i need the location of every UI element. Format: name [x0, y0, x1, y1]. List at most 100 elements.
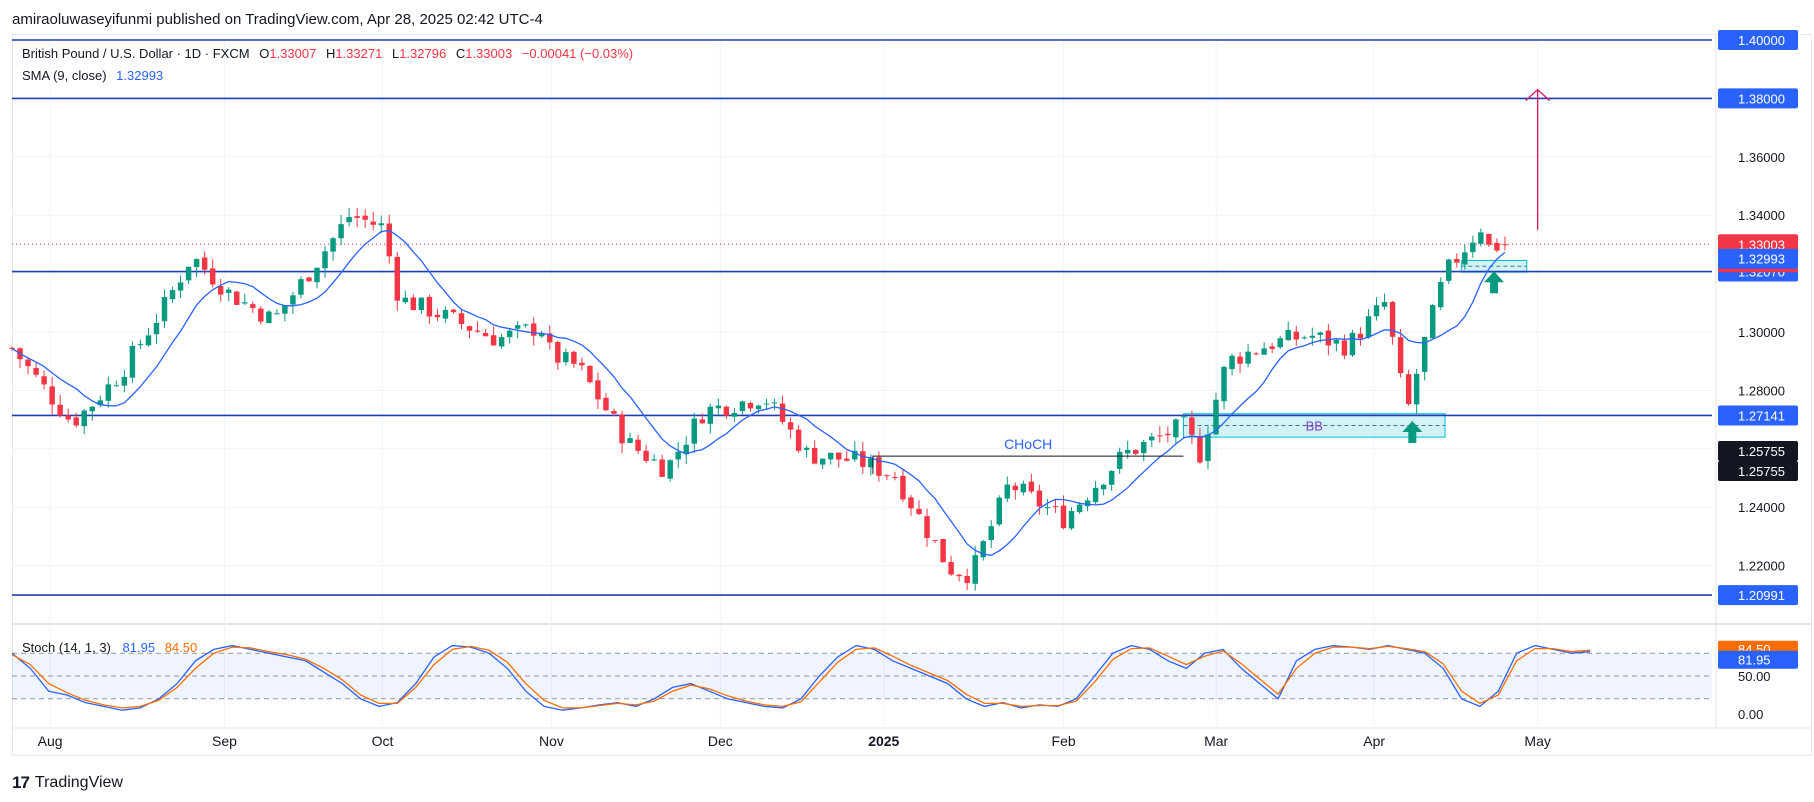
candle-body [715, 405, 722, 409]
candle-body [65, 415, 71, 420]
candle-body [667, 460, 673, 479]
stoch-k-line [11, 644, 1591, 711]
time-tick-label: Dec [708, 733, 733, 749]
candle-body [153, 322, 160, 335]
candle-body [402, 297, 409, 303]
candle-body [755, 405, 762, 410]
candle-body [354, 216, 360, 218]
choch-badge-label: 1.25755 [1738, 444, 1785, 459]
price-tick-label: 1.24000 [1738, 500, 1785, 515]
candle-body [659, 459, 665, 477]
candle-body [619, 414, 625, 444]
legend-o-value: 1.33007 [269, 46, 316, 61]
legend-stoch: Stoch (14, 1, 3) 81.95 84.50 [22, 640, 197, 655]
candle-body [1165, 433, 1171, 436]
legend-stoch-d: 84.50 [165, 640, 198, 655]
candle-body [490, 335, 497, 346]
sma-line [11, 229, 1506, 556]
legend-h-value: 1.33271 [335, 46, 382, 61]
candle-body [9, 347, 15, 349]
candle-body [290, 295, 296, 305]
candle-body [1221, 366, 1227, 402]
candle-body [587, 365, 593, 383]
level-badge-label: 1.40000 [1738, 33, 1785, 48]
stoch-d-line [11, 645, 1591, 709]
legend-change: −0.00041 (−0.03%) [522, 46, 633, 61]
candle-body [1285, 329, 1291, 341]
candle-body [450, 309, 457, 313]
candle-body [1397, 337, 1404, 374]
legend-c-value: 1.33003 [465, 46, 512, 61]
candle-body [1132, 449, 1139, 454]
candle-body [1100, 484, 1107, 490]
candle-body [1205, 434, 1211, 461]
candle-body [113, 385, 120, 387]
level-badge-label: 1.27141 [1738, 408, 1785, 423]
candle-body [442, 309, 449, 319]
candle-body [1333, 339, 1340, 344]
candle-body [1413, 373, 1420, 405]
time-axis[interactable]: Aug Sep Oct Nov Dec 2025 Feb Mar Apr May [38, 733, 1551, 749]
candle-body [763, 403, 770, 405]
candle-body [707, 406, 714, 424]
choch-line [872, 455, 1184, 475]
candle-body [1004, 484, 1011, 499]
candle-body [539, 334, 545, 337]
candle-body [1068, 511, 1075, 529]
candle-body [844, 458, 850, 461]
candle-body [1189, 417, 1195, 435]
candle-body [547, 333, 553, 343]
candle-body [298, 279, 304, 295]
stoch-k-badge-label: 81.95 [1738, 653, 1771, 668]
candle-body [1116, 451, 1123, 469]
green-up-arrow-icon [1484, 271, 1505, 294]
candle-body [691, 418, 697, 444]
candle-body [1365, 316, 1372, 338]
time-tick-label: May [1524, 733, 1550, 749]
sma-badge [1718, 248, 1798, 269]
candle-body [1245, 351, 1251, 364]
candle-body [1028, 481, 1035, 492]
candle-body [242, 302, 248, 304]
candle-body [892, 477, 898, 479]
candle-body [1317, 332, 1324, 335]
svg-text:SMA (9, close) 1.32993: SMA (9, close) 1.32993 [22, 68, 163, 83]
candle-body [868, 458, 874, 468]
choch-badge-label: 1.25755 [1738, 464, 1785, 479]
candle-body [338, 224, 344, 239]
candle-body [1012, 485, 1019, 491]
candle-body [266, 311, 272, 324]
levels-layer [12, 39, 1712, 596]
candle-body [234, 291, 240, 305]
candle-body [1157, 435, 1163, 437]
choch-badge [1718, 440, 1798, 461]
legend-symbol: British Pound / U.S. Dollar · 1D · FXCM [22, 46, 250, 61]
candle-body [1293, 331, 1299, 340]
legend-o-label: O [259, 46, 269, 61]
time-tick-label: Apr [1363, 733, 1385, 749]
candle-body [137, 344, 144, 346]
candle-body [996, 497, 1003, 525]
candle-body [819, 458, 826, 465]
zones-layer [1182, 259, 1528, 438]
candle-body [426, 296, 433, 317]
candle-body [1454, 258, 1460, 263]
candle-body [1076, 504, 1083, 513]
green-up-arrow-icon [1402, 421, 1423, 444]
price-axis[interactable]: 1.220001.240001.260001.280001.300001.320… [1718, 30, 1798, 722]
candle-body [514, 325, 521, 329]
candle-body [1462, 252, 1468, 265]
chart-frame[interactable] [12, 34, 1812, 756]
candle-body [579, 362, 585, 366]
candle-body [1084, 500, 1091, 507]
candle-body [1124, 449, 1131, 454]
candles-layer [9, 207, 1508, 591]
time-tick-label: Sep [212, 733, 237, 749]
candle-body [980, 541, 986, 558]
candle-body [378, 223, 384, 226]
candle-body [1052, 506, 1059, 508]
candle-body [418, 297, 425, 311]
candle-body [643, 450, 649, 461]
footer-brand[interactable]: 17 TradingView [12, 773, 123, 793]
